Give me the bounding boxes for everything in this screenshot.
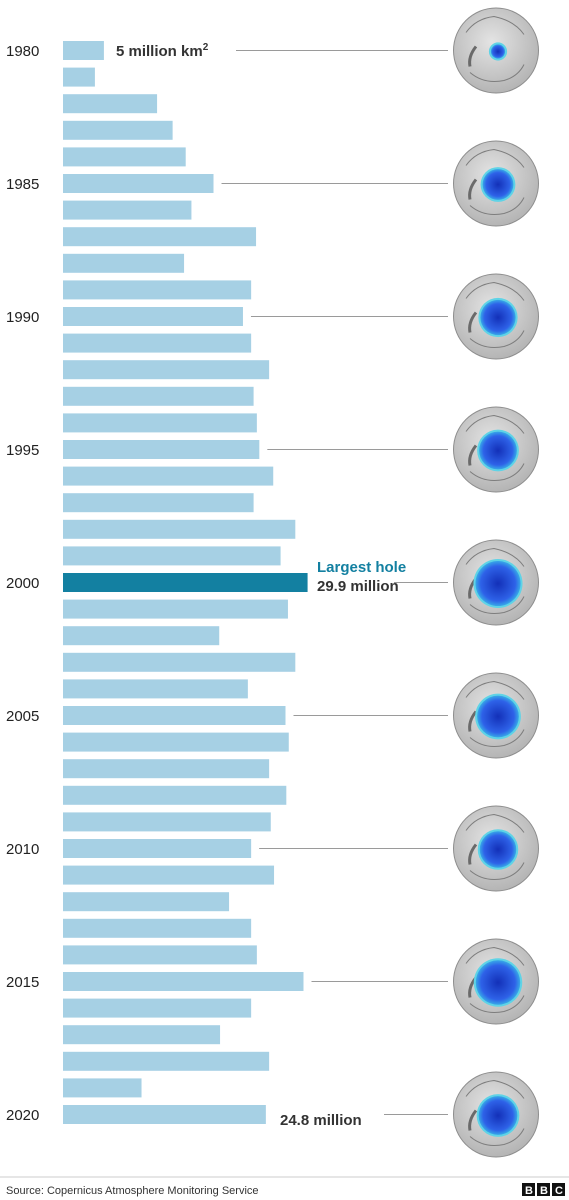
svg-text:B: B (525, 1185, 533, 1197)
bar-1994 (63, 413, 257, 433)
bar-1995 (63, 440, 260, 459)
bar-2018 (63, 1051, 270, 1071)
bar-1996 (63, 466, 274, 486)
bar-1998 (63, 519, 296, 539)
bar-2003 (63, 652, 296, 672)
ozone-map-2015 (453, 938, 539, 1025)
largest-hole-value: 29.9 million (317, 578, 399, 595)
bar-2013 (63, 918, 252, 938)
tick-label-2000: 2000 (6, 575, 39, 592)
bar-2020 (63, 1105, 266, 1124)
bar-2010 (63, 839, 252, 858)
bar-2008 (63, 785, 287, 805)
bar-2011 (63, 865, 275, 885)
bar-2014 (63, 945, 257, 965)
ozone-map-2000 (453, 539, 539, 626)
bar-1987 (63, 227, 257, 247)
bar-1982 (63, 94, 158, 114)
unit-superscript: 2 (203, 42, 209, 53)
bar-1999 (63, 546, 281, 566)
bar-2002 (63, 626, 220, 646)
bar-1984 (63, 147, 186, 167)
connector-lines (221, 50, 448, 1115)
last-value-label: 24.8 million (280, 1112, 362, 1129)
ozone-map-1995 (453, 406, 539, 493)
ozone-map-2020 (453, 1071, 539, 1158)
svg-text:5 million km2: 5 million km2 (116, 42, 209, 60)
first-value-label: 5 million km (116, 43, 203, 60)
bar-1997 (63, 493, 254, 513)
first-value-annotation: 5 million km2 (116, 42, 209, 60)
year-tick-labels: 1980 1985 1990 1995 2000 2005 2010 2015 2020 (6, 43, 39, 1124)
bar-series (63, 41, 308, 1124)
bar-2016 (63, 998, 252, 1018)
bar-2000 (63, 573, 308, 592)
bar-1980 (63, 41, 104, 60)
bar-2019 (63, 1078, 142, 1098)
tick-label-1995: 1995 (6, 442, 39, 459)
ozone-maps (453, 7, 539, 1158)
tick-label-2020: 2020 (6, 1107, 39, 1124)
bar-1986 (63, 200, 192, 220)
bar-1989 (63, 280, 252, 300)
ozone-map-2010 (453, 805, 539, 892)
bar-2006 (63, 732, 289, 752)
tick-label-2015: 2015 (6, 974, 39, 991)
bar-2004 (63, 679, 248, 699)
tick-label-1980: 1980 (6, 43, 39, 60)
bar-1985 (63, 174, 214, 193)
bar-2009 (63, 812, 271, 832)
svg-text:B: B (540, 1185, 548, 1197)
bar-1981 (63, 67, 95, 87)
bar-1990 (63, 307, 243, 326)
svg-text:C: C (555, 1185, 563, 1197)
bar-2017 (63, 1025, 221, 1045)
bar-1988 (63, 253, 185, 273)
ozone-map-2005 (453, 672, 539, 759)
ozone-map-1985 (453, 140, 539, 227)
source-note: Source: Copernicus Atmosphere Monitoring… (6, 1185, 259, 1197)
largest-hole-title: Largest hole (317, 559, 406, 576)
bar-1991 (63, 333, 252, 353)
bar-1983 (63, 120, 173, 140)
bar-1992 (63, 360, 270, 380)
bbc-logo: B B C (522, 1183, 565, 1197)
tick-label-2005: 2005 (6, 708, 39, 725)
tick-label-2010: 2010 (6, 841, 39, 858)
tick-label-1985: 1985 (6, 176, 39, 193)
tick-label-1990: 1990 (6, 309, 39, 326)
ozone-map-1980 (453, 7, 539, 94)
bar-2001 (63, 599, 288, 619)
bar-2012 (63, 892, 230, 912)
ozone-map-1990 (453, 273, 539, 360)
bar-2015 (63, 972, 304, 991)
bar-2005 (63, 706, 286, 725)
bar-1993 (63, 386, 254, 406)
bar-2007 (63, 759, 270, 779)
